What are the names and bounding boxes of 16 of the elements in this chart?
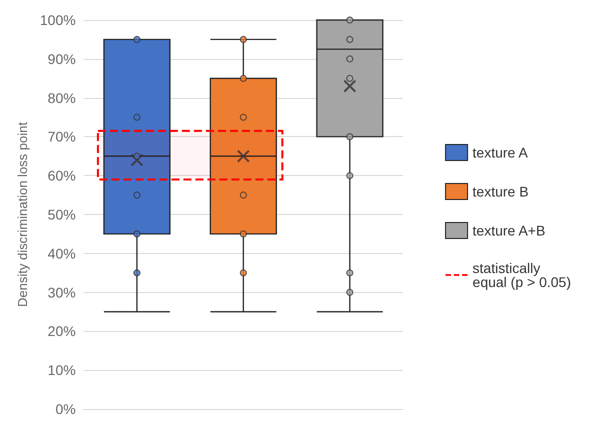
y-tick-label: 0%: [55, 401, 76, 417]
y-tick-label: 100%: [40, 12, 76, 28]
legend-label: texture A+B: [472, 222, 546, 238]
legend-label: texture B: [472, 184, 529, 200]
y-axis-title: Density discrimination loss point: [15, 122, 30, 307]
y-tick-label: 20%: [48, 323, 76, 340]
y-tick-label: 40%: [48, 245, 76, 262]
y-tick-label: 30%: [48, 284, 76, 300]
y-tick-label: 80%: [48, 90, 76, 106]
legend-label: statistically equal (p > 0.05): [472, 260, 572, 290]
y-tick-label: 90%: [48, 50, 76, 67]
legend-label: texture A: [472, 144, 528, 160]
y-tick-label: 10%: [48, 362, 76, 378]
y-tick-label: 50%: [48, 206, 76, 222]
y-tick-label: 70%: [48, 128, 76, 145]
y-tick-label: 60%: [48, 168, 76, 184]
